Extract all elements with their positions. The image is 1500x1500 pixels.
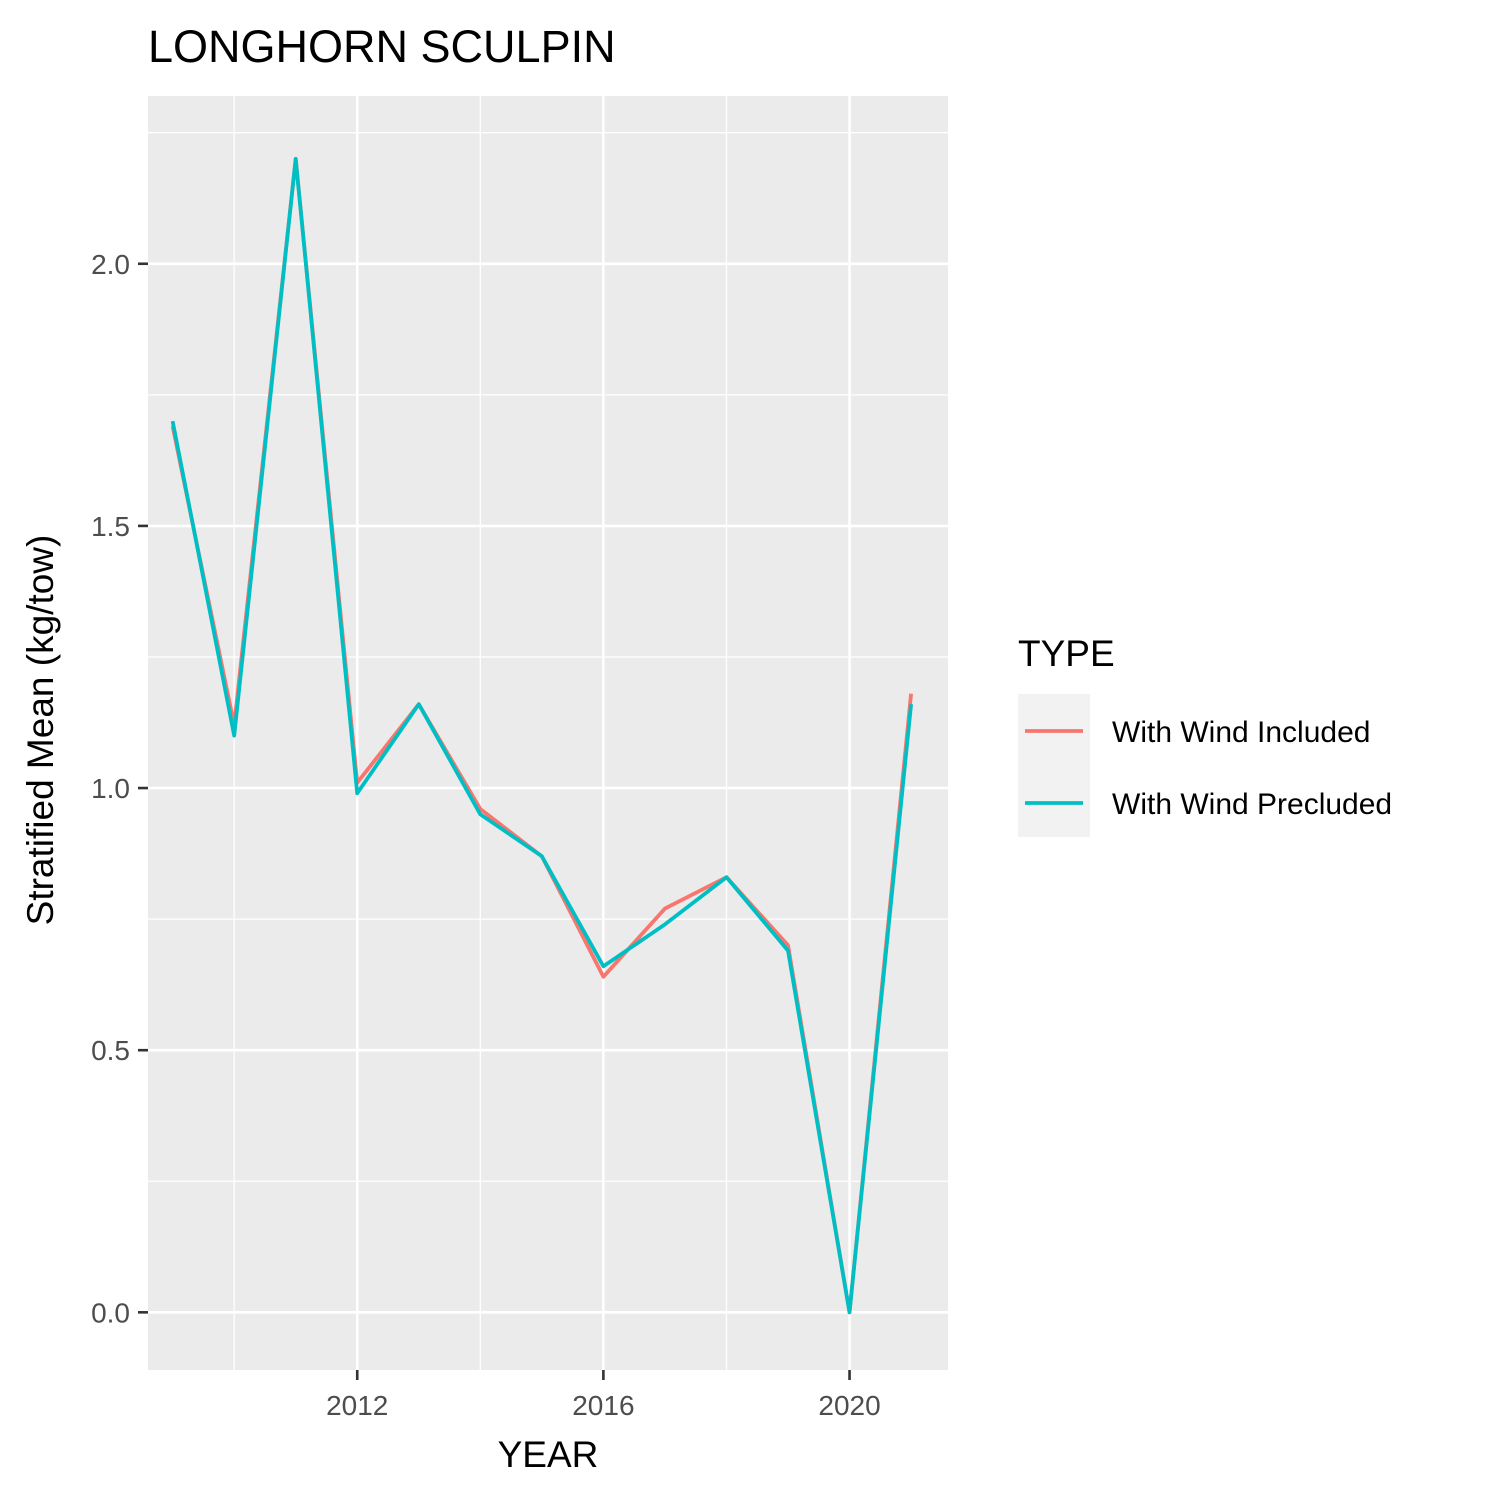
y-tick-label: 1.0: [91, 773, 130, 804]
legend-label: With Wind Precluded: [1112, 788, 1392, 821]
series-lines: [170, 156, 913, 1315]
minor-gridlines: [148, 96, 948, 1370]
y-tick-label: 2.0: [91, 249, 130, 280]
legend-key-background: [1018, 694, 1090, 837]
x-tick-label: 2016: [572, 1390, 634, 1421]
legend-title: TYPE: [1018, 633, 1115, 674]
y-tick-label: 0.0: [91, 1297, 130, 1328]
y-tick-label: 0.5: [91, 1035, 130, 1066]
legend: TYPE With Wind Included With Wind Preclud…: [1018, 633, 1392, 837]
chart-title: LONGHORN SCULPIN: [148, 21, 616, 72]
series-line-with-wind-precluded: [170, 156, 913, 1315]
legend-label: With Wind Included: [1112, 716, 1370, 749]
x-axis-title: YEAR: [498, 1434, 599, 1475]
y-axis-title: Stratified Mean (kg/tow): [20, 535, 61, 926]
x-axis: 2012 2016 2020: [326, 1370, 881, 1421]
x-tick-label: 2012: [326, 1390, 388, 1421]
y-tick-label: 1.5: [91, 511, 130, 542]
y-axis: 0.0 0.5 1.0 1.5 2.0: [91, 249, 148, 1328]
x-tick-label: 2020: [818, 1390, 880, 1421]
major-gridlines: [148, 96, 948, 1370]
legend-items: With Wind Included With Wind Precluded: [1025, 716, 1392, 821]
